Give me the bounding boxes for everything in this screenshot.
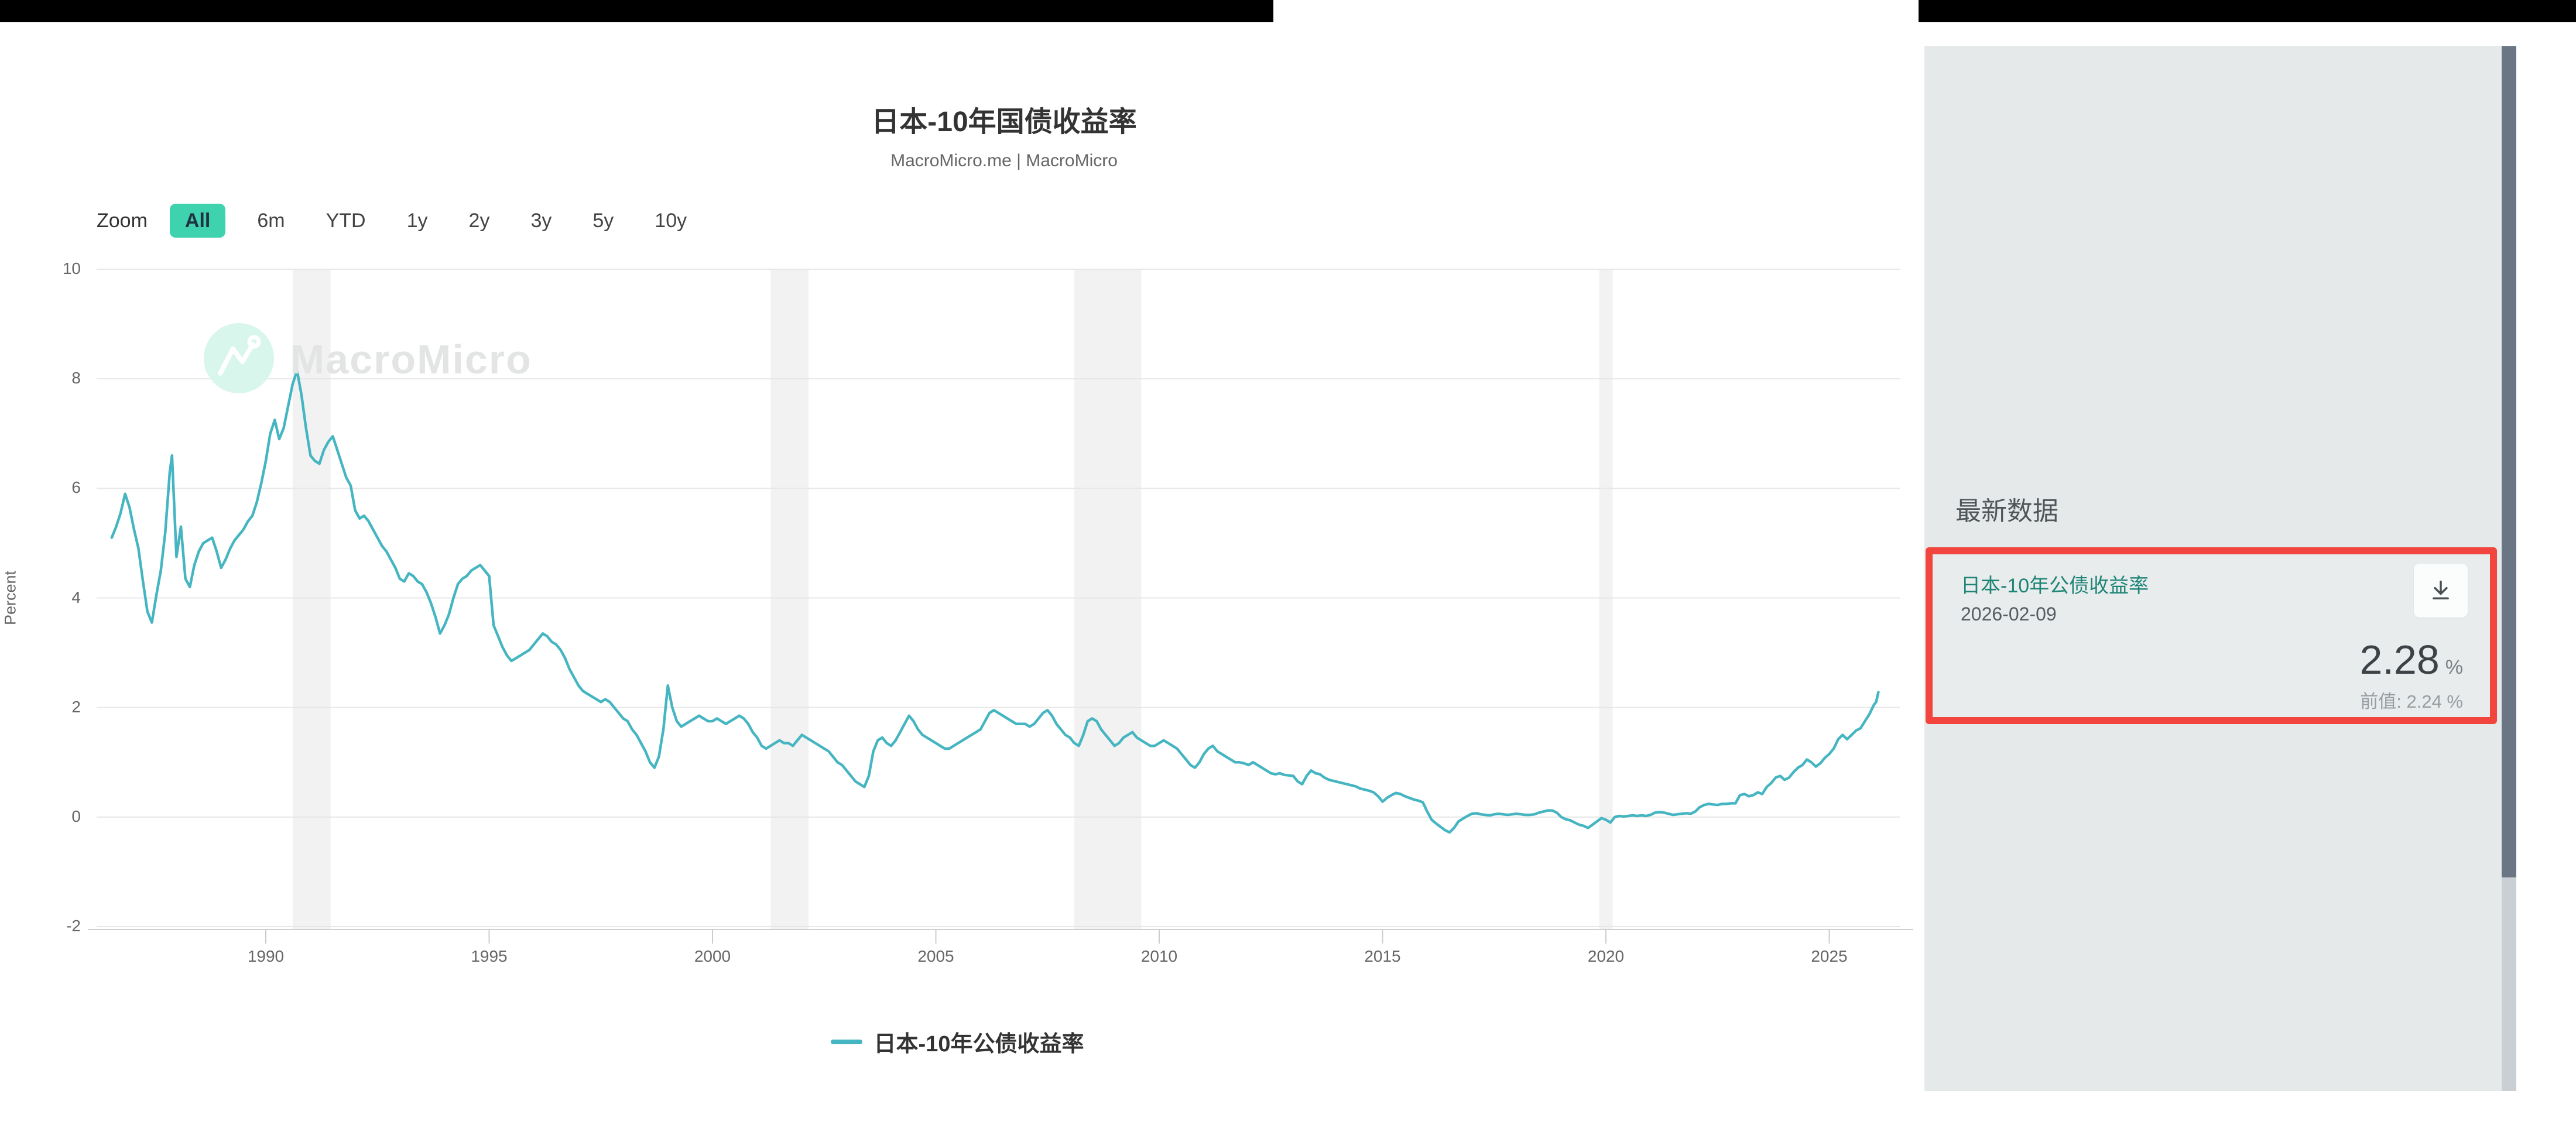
zoom-label: Zoom	[97, 209, 148, 232]
y-tick-label: 2	[71, 697, 81, 716]
chart-title: 日本-10年国债收益率	[871, 107, 1137, 138]
range-button-5y[interactable]: 5y	[592, 210, 614, 232]
x-tick-label: 2000	[694, 947, 731, 965]
range-button-ytd[interactable]: YTD	[326, 210, 366, 232]
y-tick-label: 0	[71, 807, 81, 825]
y-tick-label: 10	[62, 259, 81, 277]
x-tick-label: 2015	[1364, 947, 1401, 965]
card-latest-value: 2.28	[2359, 637, 2440, 683]
y-tick-label: -2	[66, 917, 81, 935]
card-value-row: 2.28 %	[2360, 636, 2463, 683]
range-selector: Zoom All 6m YTD 1y 2y 3y 5y 10y	[97, 204, 696, 238]
x-tick-label: 1995	[471, 947, 508, 965]
latest-data-card: 日本-10年公债收益率 2026-02-09 2.28 % 前值: 2.24 %	[1926, 547, 2497, 724]
x-tick-label: 2005	[917, 947, 954, 965]
top-bar-right	[1919, 0, 2576, 22]
y-tick-label: 6	[71, 478, 81, 497]
card-previous-value: 前值: 2.24 %	[2360, 691, 2463, 712]
y-tick-label: 4	[71, 588, 81, 606]
sidebar-scrollbar-track[interactable]	[2502, 46, 2516, 1091]
sidebar-panel: 最新数据 日本-10年公债收益率 2026-02-09 2.28 % 前值: 2…	[1924, 46, 2502, 1091]
range-button-2y[interactable]: 2y	[468, 210, 490, 232]
card-date: 2026-02-09	[1961, 603, 2057, 625]
range-button-3y[interactable]: 3y	[530, 210, 552, 232]
watermark-text: MacroMicro	[290, 337, 532, 382]
x-tick-label: 2025	[1811, 947, 1848, 965]
sidebar-heading: 最新数据	[1955, 497, 2058, 526]
x-tick-label: 1990	[247, 947, 285, 965]
chart-legend[interactable]: 日本-10年公债收益率	[0, 1026, 1914, 1058]
y-tick-label: 8	[71, 369, 81, 387]
top-bar-left	[0, 0, 1273, 22]
card-series-title[interactable]: 日本-10年公债收益率	[1961, 575, 2149, 597]
sidebar-scrollbar-thumb[interactable]	[2502, 46, 2516, 877]
legend-label: 日本-10年公债收益率	[873, 1032, 1084, 1057]
chart-subtitle: MacroMicro.me | MacroMicro	[890, 151, 1118, 170]
range-button-6m[interactable]: 6m	[257, 210, 285, 232]
download-button[interactable]	[2414, 564, 2468, 618]
range-button-1y[interactable]: 1y	[406, 210, 428, 232]
range-button-10y[interactable]: 10y	[655, 210, 687, 232]
legend-line-swatch	[830, 1039, 862, 1044]
range-button-all[interactable]: All	[169, 204, 226, 238]
card-value-unit: %	[2445, 656, 2463, 678]
x-tick-label: 2020	[1587, 947, 1625, 965]
macromicro-logo-icon	[204, 323, 274, 393]
download-icon	[2433, 580, 2449, 599]
x-tick-label: 2010	[1140, 947, 1178, 965]
